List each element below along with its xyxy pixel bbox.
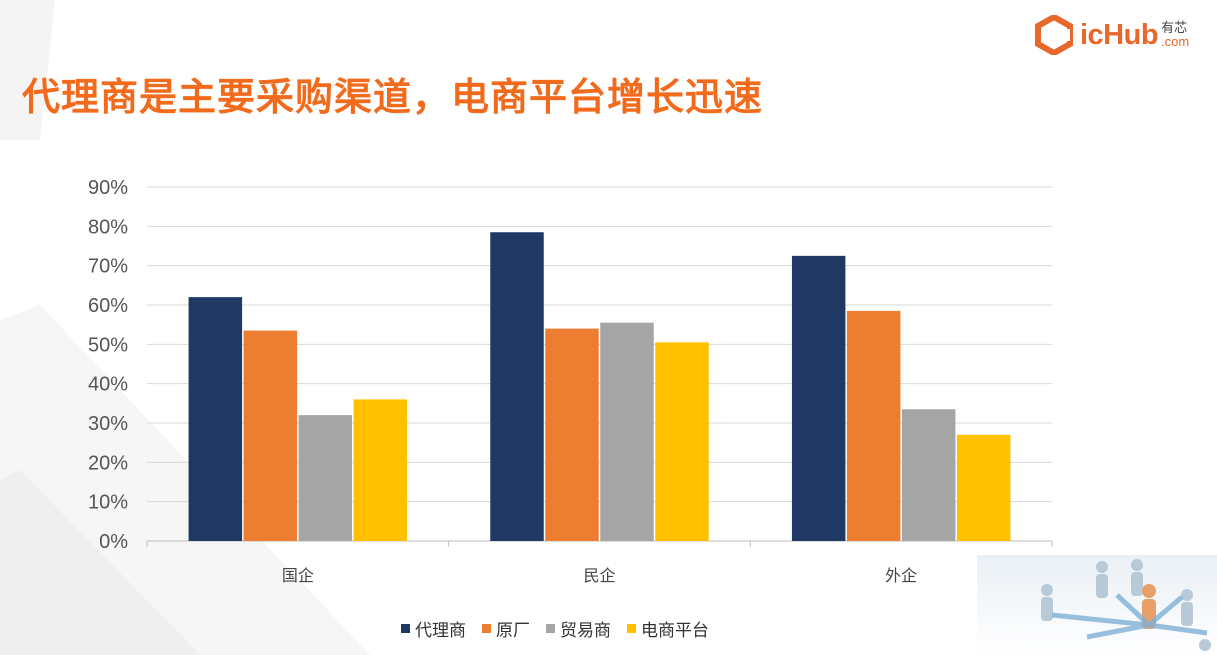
- bar-电商平台-民企: [655, 342, 709, 541]
- bar-代理商-民企: [490, 232, 544, 541]
- legend-label: 电商平台: [641, 621, 709, 641]
- y-tick-label: 40%: [88, 374, 128, 396]
- legend-label: 原厂: [496, 621, 530, 641]
- bar-代理商-外企: [791, 255, 846, 542]
- y-tick-label: 0%: [99, 531, 128, 553]
- legend-swatch: [482, 624, 491, 633]
- logo-com-text: .com: [1161, 34, 1190, 49]
- bar-贸易商-外企: [901, 409, 956, 541]
- y-tick-label: 60%: [88, 295, 128, 317]
- bar-原厂-外企: [846, 310, 901, 541]
- bar-贸易商-国企: [298, 415, 353, 541]
- x-category-label: 民企: [583, 566, 615, 585]
- legend-item: 代理商: [401, 616, 466, 641]
- bar-贸易商-民企: [600, 322, 654, 541]
- legend-label: 代理商: [415, 621, 466, 641]
- ichub-logo-icon: [1035, 15, 1073, 55]
- legend-label: 贸易商: [560, 621, 611, 641]
- logo-cn-text: 有芯: [1161, 21, 1188, 36]
- legend-swatch: [627, 624, 636, 633]
- slide-title: 代理商是主要采购渠道，电商平台增长迅速: [22, 75, 764, 119]
- legend-swatch: [546, 624, 555, 633]
- x-category-label: 外企: [885, 566, 917, 585]
- bar-原厂-国企: [243, 330, 298, 541]
- y-tick-label: 30%: [88, 413, 128, 435]
- ichub-logo: icHub 有芯 .com: [1034, 14, 1209, 56]
- y-tick-label: 90%: [88, 177, 128, 199]
- y-tick-label: 20%: [88, 452, 128, 474]
- logo-text: icHub: [1080, 18, 1159, 51]
- legend-item: 电商平台: [627, 616, 709, 641]
- network-people-illustration: [977, 555, 1217, 655]
- bar-原厂-民企: [545, 328, 599, 541]
- bar-电商平台-国企: [353, 399, 408, 541]
- y-tick-label: 80%: [88, 216, 128, 238]
- legend-swatch: [401, 624, 410, 633]
- chart-legend: 代理商 原厂 贸易商 电商平台: [401, 616, 709, 641]
- legend-item: 原厂: [482, 616, 530, 641]
- bar-代理商-国企: [188, 297, 243, 541]
- y-tick-label: 50%: [88, 334, 128, 356]
- legend-item: 贸易商: [546, 616, 611, 641]
- y-tick-label: 70%: [88, 256, 128, 278]
- bar-电商平台-外企: [956, 434, 1011, 541]
- y-tick-label: 10%: [88, 492, 128, 514]
- x-category-label: 国企: [282, 566, 314, 585]
